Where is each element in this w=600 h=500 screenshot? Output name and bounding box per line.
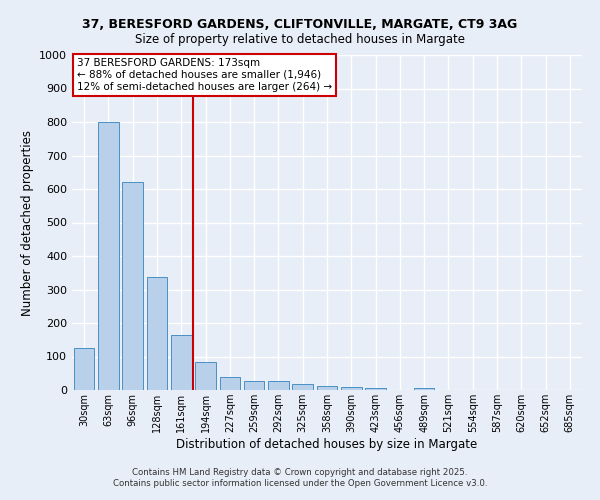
Y-axis label: Number of detached properties: Number of detached properties: [20, 130, 34, 316]
Text: 37, BERESFORD GARDENS, CLIFTONVILLE, MARGATE, CT9 3AG: 37, BERESFORD GARDENS, CLIFTONVILLE, MAR…: [82, 18, 518, 30]
Bar: [146, 277, 167, 390]
Text: Size of property relative to detached houses in Margate: Size of property relative to detached ho…: [135, 32, 465, 46]
Bar: [414, 388, 434, 390]
Bar: [122, 182, 143, 390]
Bar: [292, 384, 313, 390]
Bar: [195, 362, 216, 390]
Bar: [171, 336, 191, 390]
Bar: [268, 382, 289, 390]
Text: 37 BERESFORD GARDENS: 173sqm
← 88% of detached houses are smaller (1,946)
12% of: 37 BERESFORD GARDENS: 173sqm ← 88% of de…: [77, 58, 332, 92]
Bar: [74, 348, 94, 390]
X-axis label: Distribution of detached houses by size in Margate: Distribution of detached houses by size …: [176, 438, 478, 451]
Bar: [220, 376, 240, 390]
Bar: [365, 388, 386, 390]
Bar: [341, 388, 362, 390]
Text: Contains HM Land Registry data © Crown copyright and database right 2025.
Contai: Contains HM Land Registry data © Crown c…: [113, 468, 487, 487]
Bar: [317, 386, 337, 390]
Bar: [98, 122, 119, 390]
Bar: [244, 381, 265, 390]
